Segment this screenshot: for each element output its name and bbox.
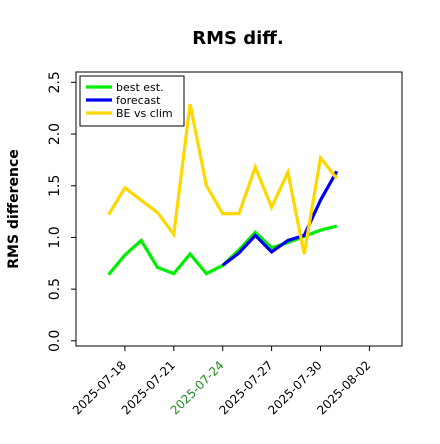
- series-line-2: [109, 104, 337, 254]
- legend-label: forecast: [116, 94, 161, 107]
- y-tick-label: 1.0: [47, 226, 63, 248]
- y-tick-label: 0.5: [47, 278, 63, 300]
- legend-label: BE vs clim: [116, 107, 173, 120]
- y-tick-label: 1.5: [47, 175, 63, 197]
- chart-title: RMS diff.: [192, 28, 283, 49]
- y-tick-label: 2.5: [47, 71, 63, 93]
- series-line-1: [223, 171, 337, 265]
- y-axis-label: RMS difference: [6, 149, 22, 269]
- legend-label: best est.: [116, 81, 164, 94]
- y-tick-label: 0.0: [47, 330, 63, 352]
- y-tick-label: 2.0: [47, 123, 63, 145]
